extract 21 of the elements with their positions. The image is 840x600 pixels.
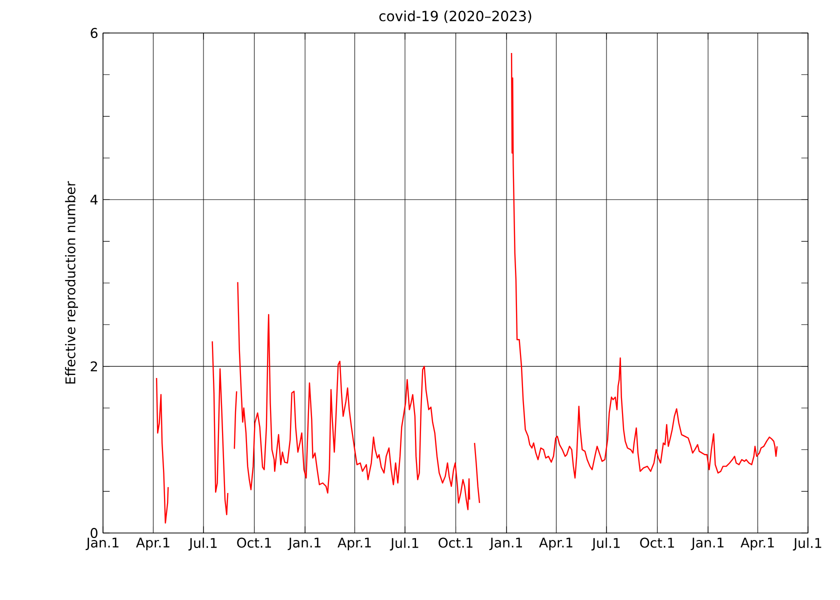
x-tick-label: Apr.1 xyxy=(740,538,774,550)
x-tick-label: Jul.1 xyxy=(188,538,217,550)
x-tick-label: Jul.1 xyxy=(390,538,418,550)
y-tick-label: 4 xyxy=(90,194,98,205)
x-tick-label: Apr.1 xyxy=(539,538,572,550)
y-tick-label: 0 xyxy=(90,528,98,538)
chart-title: covid-19 (2020–2023) xyxy=(379,10,532,23)
y-tick-label: 2 xyxy=(90,361,97,372)
x-tick-label: Oct.1 xyxy=(237,538,271,548)
x-tick-label: Jul.1 xyxy=(591,538,620,550)
x-tick-label: Apr.1 xyxy=(136,538,170,550)
x-tick-label: Jul.1 xyxy=(792,538,822,550)
x-tick-label: Oct.1 xyxy=(438,538,472,548)
x-tick-label: Jan.1 xyxy=(86,538,118,550)
x-tick-label: Jan.1 xyxy=(690,538,724,550)
x-tick-label: Jan.1 xyxy=(489,538,522,550)
x-tick-label: Jan.1 xyxy=(288,538,320,550)
y-tick-label: 6 xyxy=(90,28,98,38)
x-tick-label: Oct.1 xyxy=(640,538,674,548)
y-axis-title: Effective reproduction number xyxy=(65,181,78,384)
x-tick-label: Apr.1 xyxy=(338,538,371,550)
